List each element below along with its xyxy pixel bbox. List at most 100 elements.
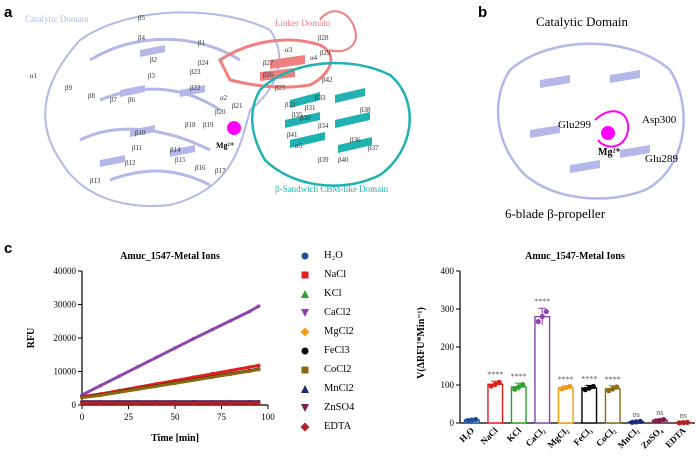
bar [534,315,551,424]
strand-label: β27 [263,59,274,67]
strand-label: β17 [215,167,226,175]
category-label: CoCl₂ [594,425,617,448]
replicate-point [661,417,667,423]
legend-label: KCl [324,288,342,299]
replicate-point [512,386,518,392]
significance-label: ns [680,411,687,420]
data-point [98,383,103,388]
cbm-domain-label: β-Sandwich CBM-like Domain [275,184,389,194]
strand-label: β24 [198,59,209,67]
data-point [80,395,84,400]
data-point [191,375,196,379]
legend-item: ZnSO4 [300,402,390,421]
helix-label: α2 [220,94,228,102]
legend-item: MgCl2 [300,326,390,345]
bar [487,383,504,424]
data-point [191,401,196,406]
data-point [117,374,121,378]
propeller-shape [496,42,685,200]
strand-label: β35 [292,111,303,119]
helix-label: α3 [285,46,293,54]
data-point [173,346,177,350]
data-point [256,367,261,372]
data-point [117,390,121,395]
legend-marker [301,403,309,412]
residue-glu289: Glu289 [645,153,679,165]
legend-label: MgCl2 [324,326,354,337]
legend-marker [301,252,309,260]
strand-label: β19 [203,121,214,129]
replicate-point [637,418,643,425]
replicate-point [543,308,549,315]
category-label: CaCl₂ [524,425,547,448]
significance-label: **** [487,370,503,379]
panel-b-subtitle: 6-blade β-propeller [505,206,606,221]
bar-chart-ylabel: V(ΔRFU*Min⁻¹) [416,307,427,379]
strand-label: β8 [88,92,96,100]
strand-label: β37 [368,144,379,152]
data-point [173,401,177,406]
replicate-point [610,386,616,392]
y-tick-label: 0 [450,418,455,428]
legend-item: MnCl2 [300,383,390,402]
strand-label: β20 [215,108,226,116]
category-label: H₂O [457,425,476,444]
linker-domain-shape [218,38,333,89]
data-point [136,365,140,369]
data-point [229,372,233,376]
strand-label: β26 [263,71,274,79]
data-point [117,401,121,406]
strand-label: β3 [148,72,156,80]
replicate-point [614,384,620,390]
significance-label: **** [534,297,550,306]
strand-label: β36 [350,136,361,144]
cbm-domain-shape [250,61,411,187]
x-tick-label: 75 [217,412,227,422]
residue-glu299: Glu299 [558,119,592,131]
strand-label: β5 [138,14,146,22]
line-chart-xlabel: Time [min] [151,433,199,443]
replicate-point [473,416,479,423]
mg-ion-sphere-b [601,126,615,140]
strand-label: β33 [315,94,326,102]
bar-chart: Amuc_1547-Metal Ions V(ΔRFU*Min⁻¹) 0 100 2… [416,251,695,451]
legend-label: NaCl [324,269,347,280]
mg-ion-label: Mg²⁺ [216,141,234,150]
significance-label: **** [511,372,527,381]
data-point [229,401,233,406]
strand-label: β18 [185,121,196,129]
legend-item: H₂O [300,250,390,269]
line-chart-legend: H₂O NaCl KCl CaCl2 MgCl2 FeCl3 CoCl2 MnCl2 ZnSO4… [300,250,390,440]
replicate-point [465,417,471,424]
data-point [98,401,103,406]
strand-label: β38 [360,106,371,114]
catalytic-domain-label: Catalytic Domain [25,14,89,24]
data-point [247,309,252,314]
strand-label: β34 [318,122,329,130]
legend-label: FeCl3 [324,345,350,356]
replicate-point [492,381,498,387]
y-tick-label: 300 [441,304,455,314]
replicate-point [680,420,686,426]
y-tick-label: 40000 [54,266,77,276]
data-point [210,372,214,376]
replicate-point [590,383,596,390]
line-chart-ylabel: RFU [26,328,37,349]
replicate-point [567,383,573,390]
bar [557,386,574,424]
data-point [191,336,196,341]
strand-label: β23 [190,68,201,76]
replicate-point [586,385,592,391]
replicate-point [582,387,588,393]
x-tick-label: 0 [80,412,85,422]
significance-label: **** [558,375,574,384]
data-point [210,401,214,406]
strand-label: β32 [285,101,296,109]
replicate-point [629,419,635,425]
mg-ion-sphere [227,121,241,135]
y-tick-label: 0 [72,400,77,410]
strand-label: β15 [175,156,186,164]
legend-label: CaCl2 [324,307,351,318]
strand-label: β28 [318,34,329,42]
bar [604,388,621,424]
